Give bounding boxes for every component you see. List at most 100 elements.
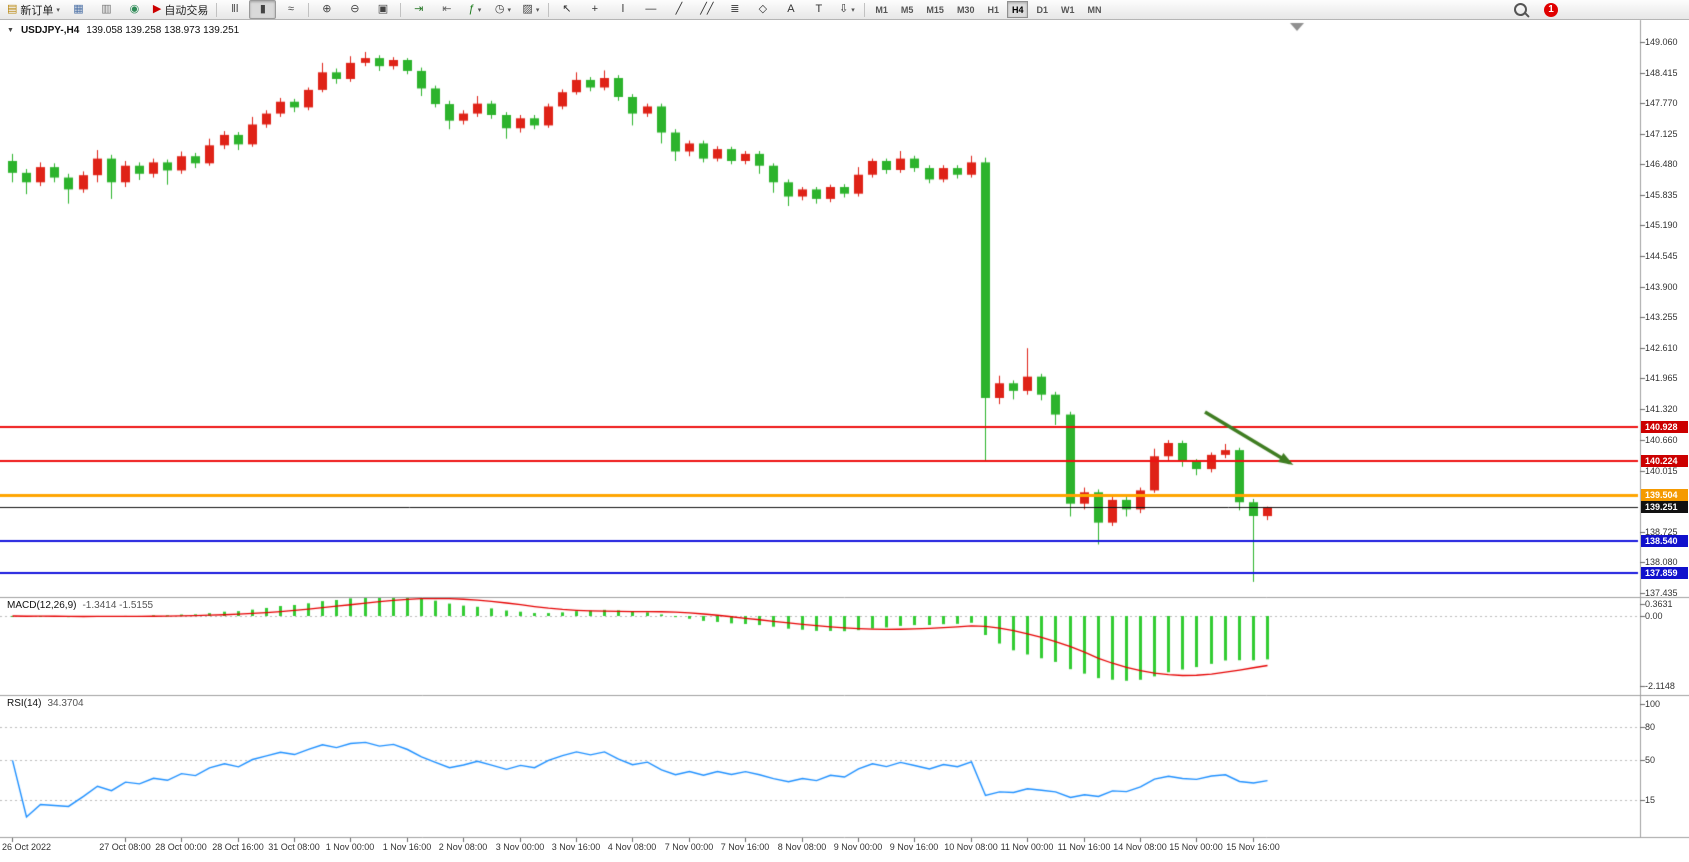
price-axis-label: 147.770 xyxy=(1645,98,1678,109)
timeframe-H4[interactable]: H4 xyxy=(1006,1,1029,18)
periods-button[interactable]: ◷ ▾ xyxy=(489,0,516,19)
crosshair-button[interactable]: + xyxy=(581,0,608,19)
zoom-in-icon: ⊕ xyxy=(322,3,332,15)
symbol-period-label: USDJPY-,H4 xyxy=(20,25,80,36)
price-axis-label: 145.835 xyxy=(1645,189,1678,200)
timeframe-H1[interactable]: H1 xyxy=(987,4,999,15)
candlestick-button[interactable]: ▮ xyxy=(249,0,277,19)
timeframe-M1[interactable]: M1 xyxy=(875,4,888,15)
timeframe-D1[interactable]: D1 xyxy=(1036,4,1048,15)
profiles-icon: ▥ xyxy=(101,3,112,15)
symbol-dropdown-icon[interactable]: ▼ xyxy=(7,27,14,34)
ohlc-values: 139.058 139.258 138.973 139.251 xyxy=(86,25,240,36)
macd-name: MACD(12,26,9) xyxy=(7,600,77,611)
horizontal-line-button[interactable]: — xyxy=(637,0,664,19)
indicators-button[interactable]: ƒ ▾ xyxy=(461,0,488,19)
periods-icon: ◷ xyxy=(494,3,505,15)
toolbar-separator xyxy=(400,2,402,17)
tile-windows-button[interactable]: ▣ xyxy=(369,0,396,19)
new-order-button[interactable]: ▤ 新订单 ▾ xyxy=(3,0,64,19)
price-axis[interactable]: 149.060 148.415 147.770 147.125 146.480 145.8… xyxy=(1640,20,1689,838)
rsi-axis-label: 80 xyxy=(1645,721,1656,732)
search-button[interactable] xyxy=(1507,0,1534,19)
macd-panel[interactable] xyxy=(0,598,1640,695)
autotrading-button[interactable]: ▶ 自动交易 xyxy=(149,0,212,19)
time-axis-label: 2 Nov 08:00 xyxy=(438,842,488,852)
time-axis-label: 7 Nov 16:00 xyxy=(720,842,770,852)
price-axis-label: 143.900 xyxy=(1645,281,1678,292)
caret-icon: ▾ xyxy=(535,6,540,14)
time-axis-label: 27 Oct 08:00 xyxy=(99,842,151,852)
text-label-icon: T xyxy=(815,3,823,15)
price-tag: 140.928 xyxy=(1641,421,1688,434)
macd-axis-label: 0.3631 xyxy=(1645,598,1673,609)
price-axis-label: 147.125 xyxy=(1645,128,1678,139)
line-chart-button[interactable]: ≈ xyxy=(277,0,304,19)
price-tag: 139.251 xyxy=(1641,500,1688,513)
charts-button[interactable]: ▦ xyxy=(65,0,92,19)
notification-badge[interactable]: 1 xyxy=(1544,2,1558,17)
templates-button[interactable]: ▨ ▾ xyxy=(517,0,544,19)
vertical-line-icon: ǀ xyxy=(621,3,625,15)
fibonacci-button[interactable]: ≣ xyxy=(721,0,748,19)
vertical-line-button[interactable]: ǀ xyxy=(609,0,636,19)
timeframe-M5[interactable]: M5 xyxy=(900,4,914,15)
price-tag: 139.504 xyxy=(1641,488,1688,501)
time-axis-label: 28 Oct 00:00 xyxy=(155,842,207,852)
zoom-out-button[interactable]: ⊖ xyxy=(341,0,368,19)
bar-chart-icon: ǁǀ xyxy=(231,3,239,15)
arrows-button[interactable]: ⇩ ▾ xyxy=(833,0,860,19)
time-axis[interactable]: 26 Oct 2022 27 Oct 08:00 28 Oct 00:00 28 Oc… xyxy=(0,838,1689,862)
main-chart-panel[interactable] xyxy=(0,20,1640,597)
price-axis-label: 149.060 xyxy=(1645,37,1678,47)
templates-icon: ▨ xyxy=(522,3,533,15)
signals-button[interactable]: ◉ xyxy=(121,0,148,19)
time-axis-label: 3 Nov 16:00 xyxy=(551,842,601,852)
time-axis-label: 8 Nov 08:00 xyxy=(777,842,827,852)
rsi-axis-label: 15 xyxy=(1645,794,1656,805)
indicators-icon: ƒ xyxy=(468,3,475,15)
price-axis-label: 148.415 xyxy=(1645,67,1678,78)
timeframe-M15[interactable]: M15 xyxy=(926,4,944,15)
time-axis-label: 3 Nov 00:00 xyxy=(495,842,545,852)
time-axis-label: 4 Nov 08:00 xyxy=(607,842,657,852)
cursor-button[interactable]: ↖ xyxy=(553,0,580,19)
timeframe-M30[interactable]: M30 xyxy=(956,4,975,15)
shapes-button[interactable]: ◇ xyxy=(749,0,776,19)
autotrading-button-label: 自动交易 xyxy=(164,4,209,17)
price-axis-label: 137.435 xyxy=(1645,588,1678,599)
timeframe-MN[interactable]: MN xyxy=(1087,4,1102,15)
time-axis-label: 10 Nov 08:00 xyxy=(944,842,998,852)
rsi-panel[interactable] xyxy=(0,696,1640,837)
zoom-in-button[interactable]: ⊕ xyxy=(313,0,340,19)
channel-button[interactable]: ╱╱ xyxy=(693,0,720,19)
price-axis-label: 141.320 xyxy=(1645,403,1678,414)
price-axis-label: 140.660 xyxy=(1645,435,1678,446)
crosshair-icon: + xyxy=(591,3,599,15)
auto-scroll-button[interactable]: ⇥ xyxy=(405,0,432,19)
time-axis-label: 14 Nov 08:00 xyxy=(1113,842,1167,852)
price-tag: 137.859 xyxy=(1641,566,1688,579)
chart-window-icon: ▦ xyxy=(73,3,84,15)
arrows-icon: ⇩ xyxy=(839,3,849,15)
text-label-button[interactable]: T xyxy=(805,0,832,19)
caret-icon: ▾ xyxy=(477,6,482,14)
bar-chart-button[interactable]: ǁǀ xyxy=(221,0,248,19)
price-axis-label: 145.190 xyxy=(1645,220,1678,231)
time-axis-label: 15 Nov 00:00 xyxy=(1169,842,1223,852)
text-button[interactable]: A xyxy=(777,0,804,19)
chart-shift-button[interactable]: ⇤ xyxy=(433,0,460,19)
cursor-icon: ↖ xyxy=(562,3,572,15)
profiles-button[interactable]: ▥ xyxy=(93,0,120,19)
timeframe-W1[interactable]: W1 xyxy=(1061,4,1075,15)
tile-windows-icon: ▣ xyxy=(377,3,389,15)
time-axis-label: 11 Nov 00:00 xyxy=(1000,842,1054,852)
toolbar-separator xyxy=(216,2,218,17)
trendline-button[interactable]: ╱ xyxy=(665,0,692,19)
macd-axis-label: -2.1148 xyxy=(1645,680,1675,691)
shapes-icon: ◇ xyxy=(758,3,768,15)
auto-scroll-icon: ⇥ xyxy=(414,3,424,15)
search-icon xyxy=(1514,3,1527,16)
